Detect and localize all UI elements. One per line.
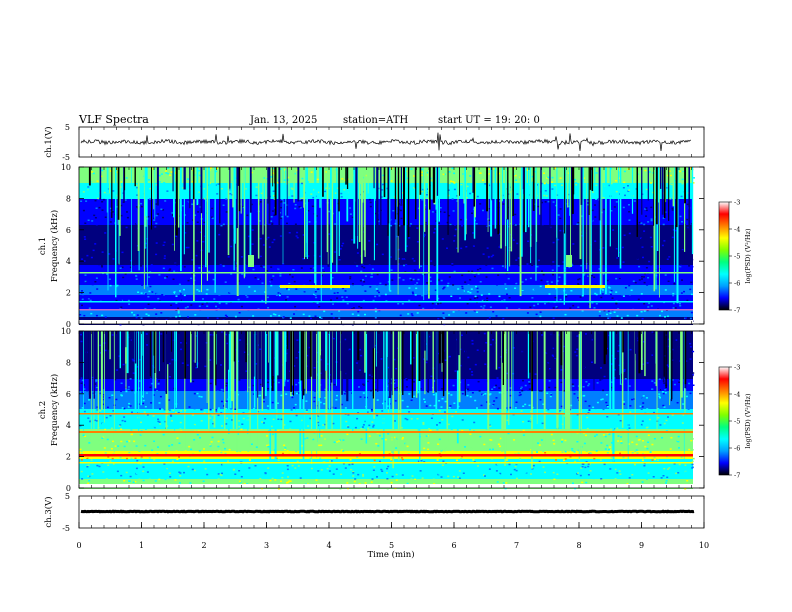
ch1-ylabel-frequency: Frequency (kHz): [49, 210, 60, 282]
cb1-tick--6: -6: [734, 280, 740, 288]
ch1-colorbar: -3 -4 -5 -6 -7 log(PSD) (V²/Hz): [718, 199, 752, 315]
spec2-ticks-label-4: 4: [66, 421, 71, 430]
ch2-frequency-ticks: 0 2 4 6 8 10: [61, 327, 704, 493]
time-tick-6: 6: [451, 541, 456, 550]
time-axis-ticks: 0 1 2 3 4 5 6 7 8 9 10: [76, 127, 709, 550]
ch1-ytick-bottom: -5: [62, 153, 70, 162]
spec1-ticks-label-6: 6: [66, 226, 71, 235]
ch1-waveform-panel: 5 -5 ch.1(V): [43, 123, 705, 162]
ch3-ytick-bottom: -5: [62, 524, 70, 533]
cb1-tick--3: -3: [734, 199, 740, 207]
time-tick-0: 0: [76, 541, 81, 550]
time-tick-2: 2: [201, 541, 206, 550]
spec1-ticks-label-10: 10: [61, 163, 71, 172]
ch2-colorbar-label: log(PSD) (V²/Hz): [744, 393, 752, 448]
cb1-tick--7: -7: [734, 307, 740, 315]
ch2-spectrogram-panel: 0 2 4 6 8 10 ch.2 Frequency (kHz): [38, 327, 705, 493]
spec2-ticks-label-2: 2: [66, 453, 71, 462]
ch3-waveform-panel: 5 -5 ch.3(V) 0 1 2 3 4 5 6 7 8 9 10 Time (min): [43, 127, 709, 560]
time-tick-7: 7: [514, 541, 519, 550]
cb1-tick--5: -5: [734, 253, 740, 261]
time-tick-9: 9: [639, 541, 644, 550]
spec1-ticks-label-8: 8: [66, 194, 71, 203]
ch2-ylabel-frequency: Frequency (kHz): [49, 374, 60, 446]
cb2-tick--4: -4: [734, 391, 740, 399]
ch1-ytick-top: 5: [65, 123, 70, 132]
spec1-ticks-label-2: 2: [66, 289, 71, 298]
ch1-colorbar-gradient: [718, 201, 730, 311]
ch1-frequency-ticks: 0 2 4 6 8 10: [61, 163, 704, 329]
spec1-ticks-label-4: 4: [66, 257, 71, 266]
time-tick-10: 10: [699, 541, 709, 550]
spec2-ticks-label-8: 8: [66, 358, 71, 367]
time-tick-5: 5: [389, 541, 394, 550]
ch2-spectrogram-image: [79, 331, 704, 490]
cb2-tick--3: -3: [734, 364, 740, 372]
start-time-label: start UT = 19: 20: 0: [438, 115, 540, 126]
spec2-ticks-label-6: 6: [66, 390, 71, 399]
ch2-colorbar: -3 -4 -5 -6 -7 log(PSD) (V²/Hz): [718, 364, 752, 480]
ch1-ylabel-channel: ch.1: [38, 237, 48, 255]
ch1-waveform-trace: [80, 132, 692, 152]
spec2-ticks-label-0: 0: [66, 484, 71, 493]
ch3-waveform-trace: [80, 509, 695, 514]
ch2-colorbar-ticks: -3 -4 -5 -6 -7: [729, 364, 740, 480]
ch1-spectrogram-panel: 0 2 4 6 8 10 ch.1 Frequency (kHz): [38, 163, 705, 329]
date-label: Jan. 13, 2025: [249, 115, 317, 126]
time-tick-1: 1: [139, 541, 144, 550]
ch2-colorbar-gradient: [718, 366, 730, 476]
time-tick-4: 4: [326, 541, 331, 550]
cb1-tick--4: -4: [734, 226, 740, 234]
ch2-ylabel-channel: ch.2: [38, 401, 48, 419]
cb2-tick--6: -6: [734, 445, 740, 453]
time-tick-3: 3: [264, 541, 269, 550]
ch1-ylabel: ch.1(V): [43, 126, 54, 157]
ch1-colorbar-ticks: -3 -4 -5 -6 -7: [729, 199, 740, 315]
figure-title: VLF Spectra: [78, 113, 149, 126]
time-tick-8: 8: [576, 541, 581, 550]
cb2-tick--5: -5: [734, 418, 740, 426]
spec1-ticks-label-0: 0: [66, 320, 71, 329]
spec2-ticks-label-10: 10: [61, 327, 71, 336]
cb2-tick--7: -7: [734, 472, 740, 480]
ch1-spectrogram-image: [79, 167, 704, 326]
station-label: station=ATH: [343, 115, 409, 126]
time-axis-label: Time (min): [367, 549, 414, 560]
ch3-ylabel: ch.3(V): [43, 496, 54, 527]
ch1-colorbar-label: log(PSD) (V²/Hz): [744, 228, 752, 283]
ch3-ytick-top: 5: [65, 492, 70, 501]
